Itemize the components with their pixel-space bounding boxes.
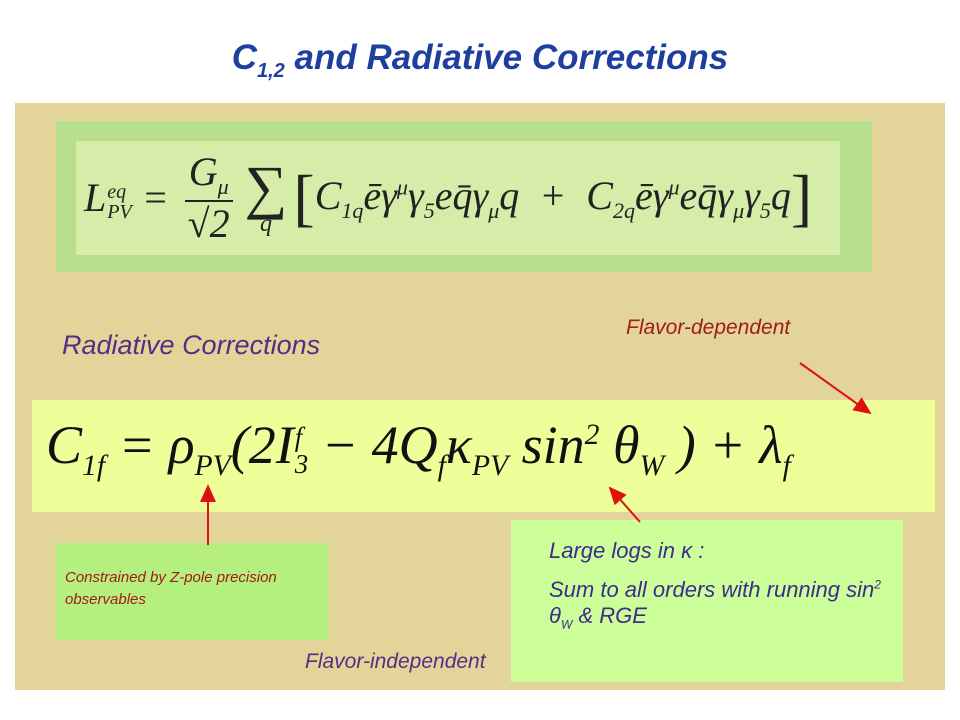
subscript: W bbox=[639, 449, 665, 482]
annotation: Flavor-dependent bbox=[626, 316, 791, 339]
subscript: 3 bbox=[294, 448, 309, 479]
math-text: θ bbox=[549, 602, 561, 628]
math-text: & RGE bbox=[572, 602, 647, 628]
note-box: Large logs in κ : Sum to all orders with… bbox=[511, 520, 903, 682]
subscript: f bbox=[437, 449, 446, 482]
subscript: μ bbox=[488, 198, 500, 223]
slide-title: C1,2 and Radiative Corrections bbox=[0, 38, 960, 83]
superscript: 2 bbox=[584, 419, 600, 451]
math-text: ēγ bbox=[634, 173, 669, 218]
numerator-sub: μ bbox=[217, 174, 229, 200]
math-text: = ρ bbox=[105, 415, 195, 475]
math-text: θ bbox=[599, 415, 640, 475]
bracket: [ bbox=[293, 162, 315, 233]
math-text: ēγ bbox=[363, 173, 397, 218]
bracket: ] bbox=[790, 162, 813, 233]
subscript: PV bbox=[194, 449, 231, 482]
lagrangian-terms: C1qēγμγ5eq̄γμq + C2qēγμeq̄γμγ5q bbox=[315, 172, 791, 224]
subscript: 1q bbox=[341, 198, 364, 223]
numerator-text: G bbox=[188, 149, 218, 195]
superscript: μ bbox=[668, 174, 680, 200]
sum-symbol: ∑ bbox=[244, 154, 288, 221]
math-text: Sum to all orders with running sin bbox=[549, 577, 875, 603]
section-label: Radiative Corrections bbox=[62, 330, 321, 360]
subscript: PV bbox=[471, 449, 509, 482]
math-text: q bbox=[770, 173, 791, 218]
denominator: √2 bbox=[187, 200, 230, 246]
math-text: L bbox=[84, 175, 107, 221]
math-text: C bbox=[46, 415, 83, 475]
subscript: 5 bbox=[759, 198, 771, 223]
math-text: γ bbox=[744, 173, 760, 218]
note-line: Large logs in κ : bbox=[549, 538, 705, 563]
math-text: eq̄γ bbox=[679, 173, 734, 218]
math-text: q + bbox=[499, 173, 587, 218]
annotation: Flavor-independent bbox=[305, 650, 486, 673]
title-rest: and Radiative Corrections bbox=[284, 38, 729, 77]
math-text: = bbox=[131, 175, 179, 221]
subscript: PV bbox=[107, 200, 132, 223]
math-text: κ bbox=[445, 415, 472, 475]
subscript: μ bbox=[733, 198, 745, 223]
superscript: f bbox=[294, 421, 303, 452]
superscript: μ bbox=[396, 174, 408, 200]
note-box: Constrained by Z-pole precision observab… bbox=[56, 543, 328, 640]
math-text: eq̄γ bbox=[434, 173, 489, 218]
script-stack: eq PV bbox=[107, 182, 131, 222]
math-text: ) + λ bbox=[664, 415, 783, 475]
math-text: C bbox=[586, 173, 613, 218]
math-text: sin bbox=[508, 415, 585, 475]
c1f-equation: C1f = ρPV(2I f 3 − 4QfκPV sin2 θW ) + λf bbox=[46, 414, 791, 483]
superscript: eq bbox=[107, 180, 127, 203]
math-text: γ bbox=[407, 173, 424, 218]
arrow bbox=[799, 362, 872, 415]
arrow bbox=[608, 486, 641, 523]
summation: ∑ q bbox=[244, 154, 288, 238]
title-main: C bbox=[231, 38, 257, 77]
title-subscript: 1,2 bbox=[257, 60, 285, 82]
subscript: W bbox=[560, 616, 573, 631]
numerator: Gμ bbox=[184, 149, 233, 202]
math-text: − 4Q bbox=[308, 415, 438, 475]
subscript: f bbox=[782, 449, 791, 482]
subscript: 1f bbox=[82, 449, 106, 482]
superscript: 2 bbox=[874, 577, 881, 592]
note-line: Sum to all orders with running sin2 θW &… bbox=[549, 577, 883, 632]
subscript: 2q bbox=[612, 198, 635, 223]
subscript: 5 bbox=[423, 198, 435, 223]
math-text: C bbox=[314, 173, 342, 218]
fraction: Gμ √2 bbox=[184, 149, 233, 246]
sum-index: q bbox=[260, 211, 273, 238]
math-text: (2I bbox=[230, 415, 294, 475]
equation-band bbox=[32, 400, 935, 512]
